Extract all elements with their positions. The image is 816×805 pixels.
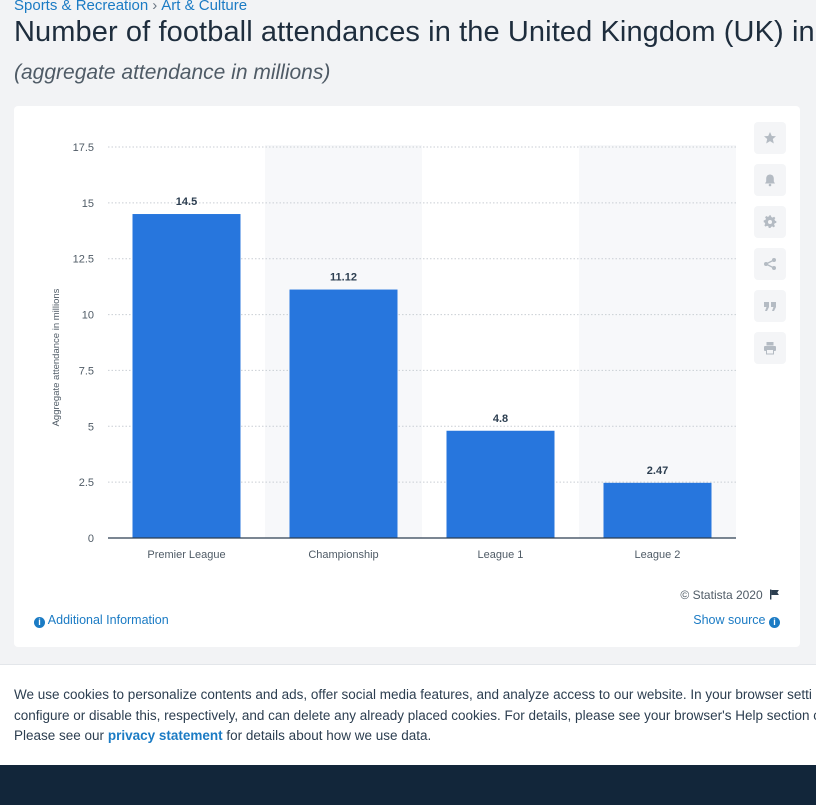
cookie-banner: We use cookies to personalize contents a… xyxy=(0,664,816,766)
flag-icon[interactable] xyxy=(769,589,780,600)
cookie-line-3: Please see our privacy statement for det… xyxy=(14,726,816,747)
y-tick-label: 12.5 xyxy=(73,254,94,266)
cookie-line-3-suffix: for details about how we use data. xyxy=(226,728,432,743)
breadcrumb-item-sports[interactable]: Sports & Recreation xyxy=(14,0,149,14)
x-tick-label: League 1 xyxy=(478,549,524,561)
y-tick-label: 10 xyxy=(82,310,94,322)
bar-league-2 xyxy=(603,482,712,538)
share-icon[interactable] xyxy=(754,248,786,280)
additional-information-link[interactable]: i Additional Information xyxy=(34,613,169,628)
info-icon: i xyxy=(34,617,45,628)
print-icon[interactable] xyxy=(754,332,786,364)
y-tick-label: 17.5 xyxy=(73,142,94,154)
bar-chart: 0 2.5 5 7.5 10 12.5 15 17.5 Aggregate attendance… xyxy=(51,142,736,561)
cookie-line-2: configure or disable this, respectively,… xyxy=(14,707,816,723)
breadcrumb-item-art-culture[interactable]: Art & Culture xyxy=(161,0,248,14)
data-label: 4.8 xyxy=(493,413,508,425)
star-icon[interactable] xyxy=(754,122,786,154)
cookie-text: We use cookies to personalize contents a… xyxy=(14,685,816,747)
info-icon: i xyxy=(769,617,780,628)
data-label: 2.47 xyxy=(647,465,668,477)
x-tick-label: Championship xyxy=(308,549,378,561)
y-tick-label: 7.5 xyxy=(79,365,94,377)
cookie-line-1: We use cookies to personalize contents a… xyxy=(14,687,812,702)
show-source-link[interactable]: Show source i xyxy=(693,613,780,628)
y-tick-label: 5 xyxy=(88,421,94,433)
data-label: 11.12 xyxy=(330,272,357,284)
breadcrumb: Sports & Recreation › Art & Culture xyxy=(14,0,247,14)
x-tick-label: Premier League xyxy=(147,549,225,561)
y-tick-label: 2.5 xyxy=(79,477,94,489)
bar-championship xyxy=(289,289,398,538)
bell-icon[interactable] xyxy=(754,164,786,196)
y-tick-label: 15 xyxy=(82,198,94,210)
show-source-label: Show source xyxy=(693,613,766,627)
cookie-line-3-prefix: Please see our xyxy=(14,728,105,743)
chart-toolbar xyxy=(754,122,786,374)
copyright-text: © Statista 2020 xyxy=(680,588,763,602)
data-label: 14.5 xyxy=(176,196,197,208)
page-title: Number of football attendances in the Un… xyxy=(14,16,815,48)
gear-icon[interactable] xyxy=(754,206,786,238)
y-axis-title: Aggregate attendance in millions xyxy=(51,288,62,426)
page-subtitle: (aggregate attendance in millions) xyxy=(14,61,331,84)
bar-premier-league xyxy=(132,214,241,538)
copyright: © Statista 2020 xyxy=(680,588,780,602)
category-band xyxy=(579,145,736,538)
footer-bar xyxy=(0,765,816,805)
bar-league-1 xyxy=(446,430,555,538)
quote-icon[interactable] xyxy=(754,290,786,322)
x-tick-label: League 2 xyxy=(635,549,681,561)
y-tick-label: 0 xyxy=(88,533,94,545)
chart-card: 0 2.5 5 7.5 10 12.5 15 17.5 Aggregate attendance… xyxy=(14,106,800,647)
additional-information-label: Additional Information xyxy=(47,613,169,627)
privacy-statement-link[interactable]: privacy statement xyxy=(107,728,223,743)
breadcrumb-separator: › xyxy=(152,0,158,14)
